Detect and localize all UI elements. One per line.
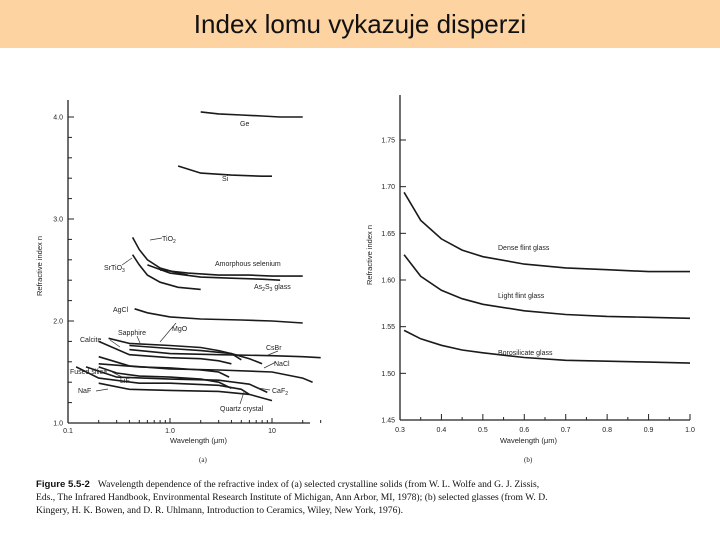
series-light-flint-glass <box>403 254 691 320</box>
chart-b-xtick-label: 1.0 <box>685 427 695 434</box>
leader-srtio3 <box>121 257 133 266</box>
chart-b-panel-label: (b) <box>524 456 533 464</box>
chart-b-xtick-label: 0.8 <box>602 427 612 434</box>
series-borosilicate-glass <box>403 329 691 364</box>
chart-b-xtick-label: 0.6 <box>519 427 529 434</box>
chart-a-xtick-label: 0.1 <box>63 428 73 435</box>
series-naf <box>98 382 273 402</box>
chart-b-ytick-label: 1.55 <box>381 324 395 331</box>
chart-a-ytick-label: 3.0 <box>53 217 63 224</box>
label-nacl: NaCl <box>274 361 290 368</box>
chart-b-ytick-label: 1.45 <box>381 418 395 425</box>
series-calcite <box>98 340 232 365</box>
series-quartz-crystal <box>98 363 230 378</box>
series-amorphous-selenium <box>160 269 303 277</box>
leader-caf2 <box>257 387 271 391</box>
chart-b-xtick-label: 0.4 <box>437 427 447 434</box>
chart-b-ytick-label: 1.60 <box>381 278 395 285</box>
leader-csbr <box>267 350 279 356</box>
chart-b-ytick-label: 1.75 <box>381 138 395 145</box>
series-dense-flint-glass <box>403 191 690 273</box>
label-ge: Ge <box>240 121 249 128</box>
chart-a-ytick-label: 2.0 <box>53 319 63 326</box>
caption-line-3: Kingery, H. K. Bowen, and D. R. Uhlmann,… <box>36 505 403 516</box>
series-caf2 <box>85 366 268 394</box>
leader-naf <box>95 388 109 392</box>
chart-b-ytick-label: 1.70 <box>381 184 395 191</box>
leader-nacl <box>263 361 277 369</box>
label-as2s3: As2S3 glass <box>254 284 291 293</box>
leader-fused-silica <box>111 371 123 378</box>
label-calcite: Calcite <box>80 337 102 344</box>
series-mgo <box>129 344 263 365</box>
chart-b-ytick-label: 1.65 <box>381 231 395 238</box>
leader-quartz <box>239 391 245 405</box>
leader-mgo <box>159 322 177 343</box>
label-quartz-crystal: Quartz crystal <box>220 406 264 413</box>
series-agcl <box>134 308 303 324</box>
series-as2s3-glass <box>147 264 281 281</box>
label-tio2: TiO2 <box>162 236 176 245</box>
chart-b-ylabel: Refractive index n <box>365 225 374 285</box>
label-fused-silica: Fused silica <box>70 369 107 376</box>
series-fused-silica <box>98 366 232 390</box>
label-naf: NaF <box>78 388 91 395</box>
label-mgo: MgO <box>172 326 188 333</box>
series-tio2 <box>131 237 189 276</box>
chart-a-ytick-label: 1.0 <box>53 421 63 428</box>
chart-a: 1.02.03.04.00.1 1.0 10 Wavelength (μm) Ref… <box>35 100 322 464</box>
chart-a-xtick-label: 10 <box>268 428 276 435</box>
series-si <box>177 165 272 177</box>
chart-b-xtick-label: 0.3 <box>395 427 405 434</box>
leader-sapphire <box>136 335 141 344</box>
label-caf2: CaF2 <box>272 388 288 397</box>
chart-b: 1.45 1.50 1.55 1.60 1.65 1.70 1.75 0.3 0.4 0.5 0.6… <box>365 95 695 464</box>
caption-line-2: Eds., The Infrared Handbook, Environment… <box>36 492 548 503</box>
series-srtio3 <box>131 254 201 291</box>
label-light-flint-glass: Light flint glass <box>498 293 545 300</box>
chart-a-xlabel: Wavelength (μm) <box>170 436 227 445</box>
chart-b-xtick-label: 0.9 <box>644 427 654 434</box>
title-bar: Index lomu vykazuje disperzi <box>0 0 720 48</box>
series-ge <box>200 111 303 118</box>
leader-tio2 <box>149 237 163 241</box>
series-csbr <box>129 348 321 359</box>
slide-title: Index lomu vykazuje disperzi <box>193 8 527 39</box>
label-amorphous-selenium: Amorphous selenium <box>215 261 281 268</box>
label-dense-flint-glass: Dense flint glass <box>498 245 550 252</box>
chart-a-ytick-label: 4.0 <box>53 115 63 122</box>
chart-a-xtick-label: 1.0 <box>165 428 175 435</box>
chart-b-ytick-label: 1.50 <box>381 371 395 378</box>
label-sapphire: Sapphire <box>118 330 146 337</box>
chart-a-panel-label: (a) <box>199 456 207 464</box>
chart-b-xtick-label: 0.5 <box>478 427 488 434</box>
caption-line-1: Figure 5.5-2 Wavelength dependence of the… <box>36 479 539 490</box>
chart-a-ylabel: Refractive index n <box>35 236 44 296</box>
label-si: Si <box>222 176 229 183</box>
series-lif <box>75 366 250 396</box>
figure: 1.02.03.04.00.1 1.0 10 Wavelength (μm) Ref… <box>35 95 695 516</box>
chart-b-xlabel: Wavelength (μm) <box>500 436 557 445</box>
label-lif: LiF <box>120 378 130 385</box>
label-agcl: AgCl <box>113 307 129 314</box>
figure-caption: Figure 5.5-2 Wavelength dependence of the… <box>36 479 548 516</box>
chart-b-xtick-label: 0.7 <box>561 427 571 434</box>
label-borosilicate-glass: Borosilicate glass <box>498 350 553 357</box>
leader-calcite <box>109 339 121 348</box>
label-csbr: CsBr <box>266 345 282 352</box>
label-srtio3: SrTiO3 <box>104 265 125 274</box>
